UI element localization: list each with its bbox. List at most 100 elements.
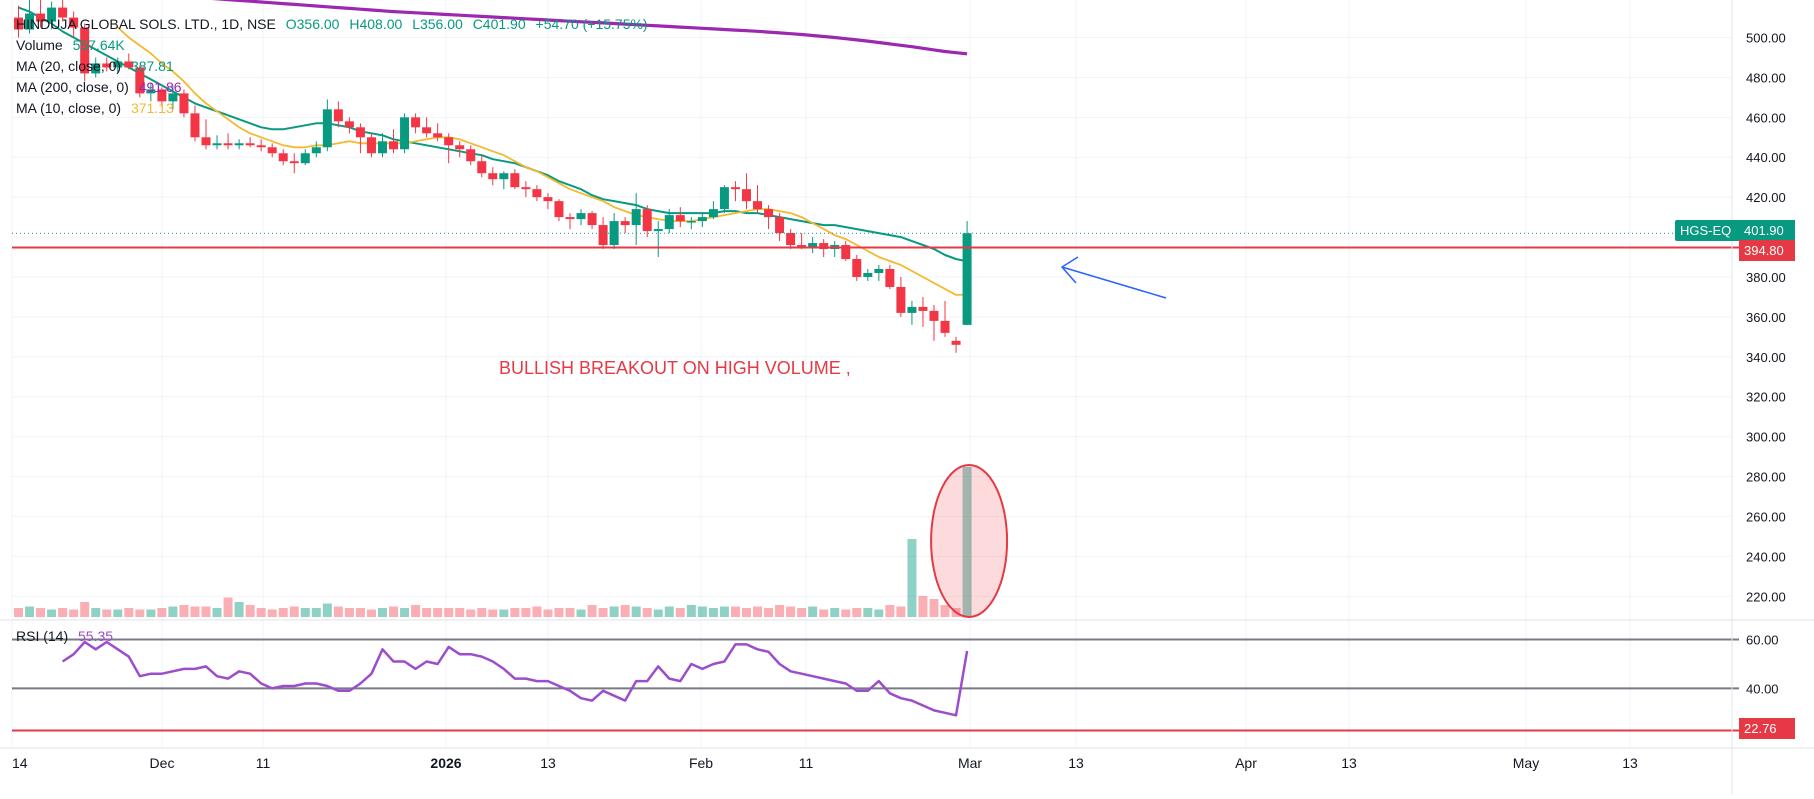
candle-body[interactable] [841,245,851,260]
candle-body[interactable] [896,286,906,313]
candle-body[interactable] [730,187,740,190]
candle-body[interactable] [764,209,774,218]
candle-body[interactable] [697,217,707,222]
candle-body[interactable] [532,189,542,198]
candle-body[interactable] [366,137,376,154]
candle-body[interactable] [267,147,277,154]
candle-body[interactable] [477,161,487,174]
candle-body[interactable] [190,113,200,138]
candle-body[interactable] [168,93,178,102]
candle-body[interactable] [422,127,432,134]
candle-body[interactable] [565,217,575,220]
candle-body[interactable] [124,61,134,68]
candle-body[interactable] [631,209,641,226]
candle-body[interactable] [521,187,531,190]
candle-body[interactable] [47,7,57,22]
legend-volume-row[interactable]: Volume 557.64K [16,35,648,56]
candle-body[interactable] [664,215,674,230]
candle-body[interactable] [157,89,167,102]
candle-body[interactable] [543,197,553,202]
legend-ma200-row[interactable]: MA (200, close, 0) 491.86 [16,77,648,98]
candle-body[interactable] [808,243,818,248]
candle-body[interactable] [675,215,685,222]
candle-body[interactable] [852,259,862,277]
candle-body[interactable] [797,245,807,248]
candle-body[interactable] [311,147,321,154]
candle-body[interactable] [80,27,90,74]
candle-body[interactable] [91,63,101,74]
candle-body[interactable] [344,121,354,128]
legend-ma10-row[interactable]: MA (10, close, 0) 371.13 [16,98,648,119]
annotation-arrow-shaft[interactable] [1061,266,1167,299]
candle-body[interactable] [14,17,23,30]
candle-body[interactable] [201,137,211,146]
candle-body[interactable] [786,233,796,246]
candle-body[interactable] [25,13,35,30]
candle-body[interactable] [620,221,630,226]
symbol-title[interactable]: HINDUJA GLOBAL SOLS. LTD., 1D, NSE [16,16,276,32]
candle-body[interactable] [256,145,266,148]
volume-highlight-ellipse[interactable] [930,464,1009,618]
candle-body[interactable] [874,268,884,273]
candle-body[interactable] [907,306,917,313]
candle-body[interactable] [719,187,729,210]
candle-body[interactable] [510,173,520,188]
candle-body[interactable] [576,213,586,220]
candle-body[interactable] [455,145,465,150]
candle-body[interactable] [598,225,608,246]
candle-body[interactable] [775,217,785,234]
candle-body[interactable] [918,306,928,311]
candle-body[interactable] [58,7,68,18]
candle-body[interactable] [708,209,718,218]
candle-body[interactable] [245,143,255,146]
candle-body[interactable] [642,209,652,232]
candle-body[interactable] [951,340,961,345]
candle-body[interactable] [223,143,233,146]
candle-body[interactable] [686,221,696,223]
candle-body[interactable] [377,141,387,154]
candle-body[interactable] [289,161,299,164]
volume-bar [80,602,90,617]
candle-body[interactable] [300,153,310,164]
candle-body[interactable] [433,133,443,138]
candle-body[interactable] [389,141,399,150]
time-tick-label: 13 [540,755,556,771]
candle-body[interactable] [36,13,46,22]
candle-body[interactable] [653,229,663,232]
candle-body[interactable] [135,67,145,94]
candle-body[interactable] [741,189,751,202]
rsi-legend[interactable]: RSI (14) 55.35 [16,628,113,644]
candle-body[interactable] [863,272,873,277]
candle-body[interactable] [499,173,509,180]
candle-body[interactable] [819,243,829,250]
candle-body[interactable] [278,153,288,162]
candle-body[interactable] [444,137,454,146]
candle-body[interactable] [234,143,244,146]
candle-body[interactable] [940,320,950,333]
candle-body[interactable] [885,268,895,287]
candle-body[interactable] [587,213,597,226]
candle-body[interactable] [355,127,365,138]
volume-bar [764,608,774,617]
candle-body[interactable] [113,61,123,68]
candle-body[interactable] [411,117,421,128]
candle-body[interactable] [554,201,564,218]
candle-body[interactable] [69,17,79,28]
candle-body[interactable] [609,221,619,246]
candle-body[interactable] [753,201,763,210]
candle-layer[interactable] [14,0,972,353]
legend-ma20-row[interactable]: MA (20, close, 0) 387.81 [16,56,648,77]
candle-body[interactable] [488,173,498,180]
candle-body[interactable] [212,143,222,146]
candle-body[interactable] [322,109,332,148]
candle-body[interactable] [400,117,410,150]
candle-body[interactable] [179,93,189,114]
candle-body[interactable] [146,89,156,94]
candle-body[interactable] [102,63,112,68]
candle-body[interactable] [962,233,972,325]
candle-body[interactable] [333,109,343,122]
candle-body[interactable] [466,149,476,162]
candle-body[interactable] [929,310,939,321]
